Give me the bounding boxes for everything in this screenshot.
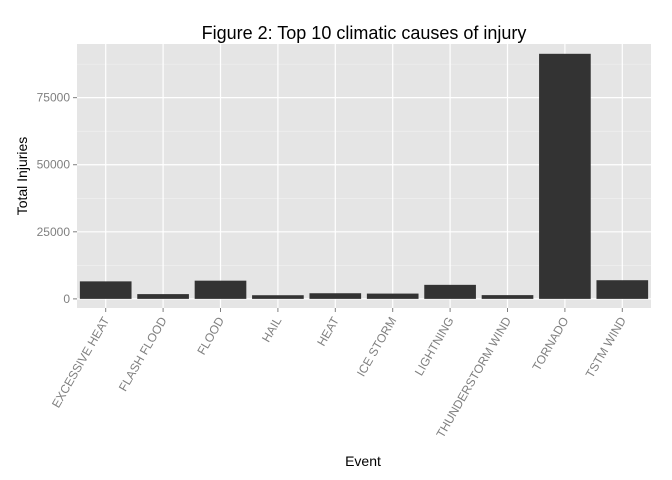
y-axis-ticks: 0 25000 50000 75000 xyxy=(37,91,77,306)
x-tick-label: LIGHTNING xyxy=(412,315,457,379)
bar xyxy=(481,295,534,299)
y-axis-title: Total Injuries xyxy=(14,137,30,216)
x-tick-label: ICE STORM xyxy=(354,314,399,379)
bar xyxy=(194,280,247,299)
x-tick-label: HAIL xyxy=(259,314,285,344)
bar xyxy=(137,294,189,299)
y-tick-label: 25000 xyxy=(37,225,71,239)
bar xyxy=(366,293,419,299)
bar xyxy=(79,281,132,299)
x-axis-ticks: EXCESSIVE HEAT FLASH FLOOD FLOOD HAIL HEAT IC… xyxy=(49,308,629,440)
x-tick-label: FLOOD xyxy=(194,314,227,357)
bar xyxy=(424,284,476,299)
x-tick-label: TSTM WIND xyxy=(583,314,629,380)
bar xyxy=(596,280,649,299)
y-tick-label: 0 xyxy=(63,292,70,306)
x-tick-label: EXCESSIVE HEAT xyxy=(49,314,113,410)
y-tick-label: 75000 xyxy=(37,91,71,105)
x-axis-title: Event xyxy=(345,453,381,469)
bar xyxy=(539,53,591,299)
bar xyxy=(252,295,304,299)
y-tick-label: 50000 xyxy=(37,158,71,172)
bars xyxy=(79,53,649,299)
bar xyxy=(309,293,362,299)
x-tick-label: HEAT xyxy=(314,314,342,349)
x-tick-label: TORNADO xyxy=(529,315,571,374)
chart-title: Figure 2: Top 10 climatic causes of inju… xyxy=(202,23,527,43)
x-tick-label: FLASH FLOOD xyxy=(116,314,170,393)
